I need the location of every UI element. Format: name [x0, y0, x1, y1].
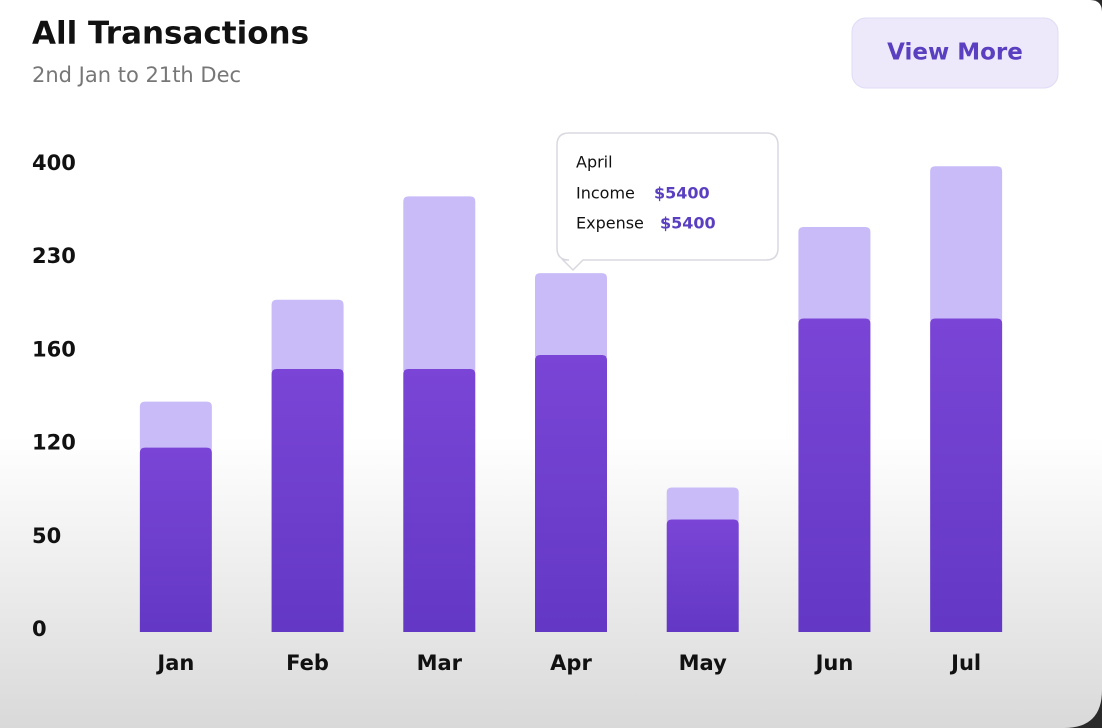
bar-segment: [798, 227, 871, 321]
bar-segment: [666, 487, 739, 522]
x-tick-label: Mar: [417, 651, 463, 675]
tooltip-value: $5400: [654, 184, 710, 203]
tooltip-label: Income: [576, 184, 635, 203]
tooltip-title: April: [576, 153, 613, 172]
bar-segment: [403, 196, 476, 372]
y-tick-label: 160: [32, 337, 76, 361]
bar-segment: [535, 355, 607, 632]
x-tick-label: Jun: [814, 651, 854, 675]
y-tick-label: 50: [32, 524, 61, 548]
x-tick-label: Apr: [550, 651, 592, 675]
bar-segment: [139, 401, 212, 450]
bar-segment: [139, 447, 212, 632]
x-tick-label: Jan: [155, 651, 194, 675]
chart-subtitle: 2nd Jan to 21th Dec: [32, 63, 241, 87]
bar-segment: [666, 519, 739, 632]
x-tick-label: May: [679, 651, 727, 675]
y-tick-label: 230: [32, 244, 76, 268]
bar-segment: [403, 369, 476, 632]
button-bg[interactable]: [851, 17, 1059, 89]
y-tick-label: 400: [32, 151, 76, 175]
bar-segment: [930, 318, 1003, 632]
x-tick-label: Feb: [286, 651, 329, 675]
bar-segment: [930, 166, 1003, 321]
x-tick-label: Jul: [949, 651, 981, 675]
tooltip-label: Expense: [576, 214, 644, 233]
tooltip-value: $5400: [660, 214, 716, 233]
y-tick-label: 120: [32, 431, 76, 455]
bar-segment: [271, 369, 344, 632]
view-more-button[interactable]: View More: [851, 17, 1059, 89]
chart-title: All Transactions: [32, 16, 309, 52]
bar-segment: [798, 318, 871, 632]
bar-segment: [535, 273, 607, 358]
bar-segment: [271, 299, 344, 372]
bars: [139, 166, 1003, 632]
button-label[interactable]: View More: [887, 40, 1023, 66]
y-tick-label: 0: [32, 617, 47, 641]
tooltip-box: [556, 132, 779, 272]
tooltip: April Income $5400 Expense $5400: [556, 132, 779, 272]
